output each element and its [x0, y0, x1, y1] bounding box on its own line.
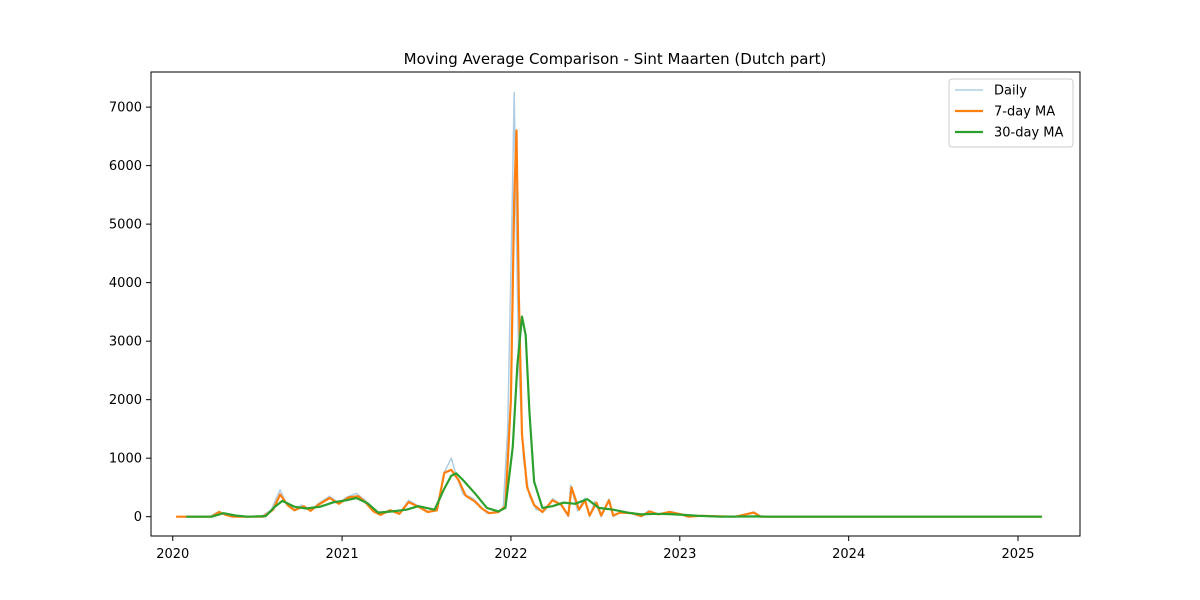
legend-label-1: 7-day MA [994, 105, 1055, 120]
y-tick-label: 2000 [109, 393, 142, 408]
x-tick-label: 2025 [1001, 547, 1034, 562]
series-line-2 [186, 315, 1043, 518]
x-tick-label: 2020 [156, 547, 189, 562]
y-tick-label: 4000 [109, 276, 142, 291]
legend-label-0: Daily [994, 84, 1027, 99]
legend-box [948, 78, 1074, 148]
x-axis: 2020 2021 2022 2023 2024 2025 [156, 536, 1035, 562]
plot-frame [150, 71, 1081, 537]
y-tick-label: 7000 [109, 101, 142, 116]
y-tick-label: 0 [134, 510, 142, 525]
legend-label-2: 30-day MA [994, 126, 1063, 141]
y-tick-label: 3000 [109, 335, 142, 350]
x-tick-label: 2024 [832, 547, 865, 562]
y-tick-label: 1000 [109, 452, 142, 467]
chart-title: Moving Average Comparison - Sint Maarten… [404, 50, 827, 68]
legend: Daily 7-day MA 30-day MA [948, 78, 1074, 148]
series-layer [175, 91, 1043, 518]
x-tick-label: 2022 [494, 547, 527, 562]
y-tick-label: 6000 [109, 159, 142, 174]
x-tick-label: 2023 [663, 547, 696, 562]
x-tick-label: 2021 [326, 547, 359, 562]
y-tick-label: 5000 [109, 218, 142, 233]
y-axis: 0 1000 2000 3000 4000 5000 6000 7000 [109, 101, 151, 525]
